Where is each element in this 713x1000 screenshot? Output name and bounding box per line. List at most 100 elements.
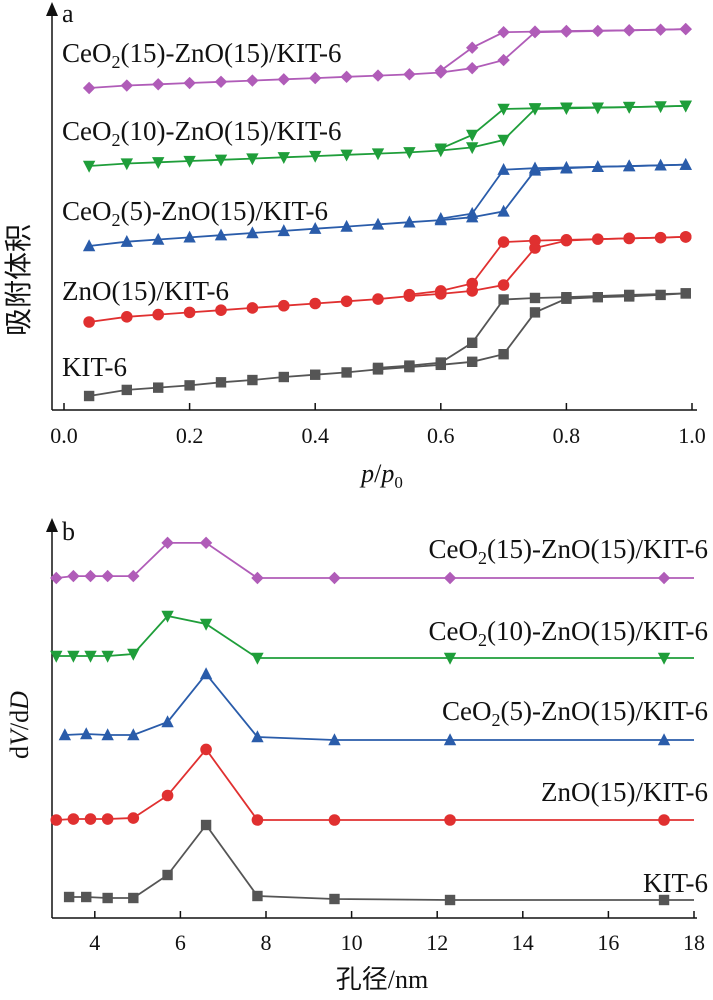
x-tick-label: 8 bbox=[261, 930, 272, 955]
desorption-point bbox=[434, 143, 447, 156]
desorption-point bbox=[372, 362, 384, 374]
psd-point bbox=[67, 569, 80, 583]
desorption-line bbox=[440, 105, 686, 150]
desorption-point bbox=[435, 285, 447, 297]
psd-point bbox=[657, 733, 671, 746]
adsorption-point bbox=[498, 349, 509, 360]
psd-series bbox=[63, 819, 694, 906]
adsorption-point bbox=[152, 78, 165, 91]
adsorption-point bbox=[278, 299, 290, 312]
x-tick-label: 0.6 bbox=[427, 423, 455, 448]
x-tick-label: 0.8 bbox=[553, 423, 581, 448]
psd-point bbox=[50, 571, 63, 585]
series-label: CeO2(5)-ZnO(15)/KIT-6 bbox=[62, 196, 328, 230]
adsorption-point bbox=[341, 367, 352, 378]
psd-point bbox=[58, 728, 72, 741]
adsorption-point bbox=[309, 150, 322, 163]
adsorption-point bbox=[466, 61, 479, 75]
desorption-point bbox=[467, 337, 478, 348]
panel-a-y-axis-arrow bbox=[46, 2, 58, 16]
desorption-point bbox=[403, 288, 416, 301]
adsorption-point bbox=[83, 316, 95, 328]
psd-point bbox=[84, 813, 97, 825]
psd-point bbox=[161, 789, 174, 802]
psd-point bbox=[329, 893, 340, 905]
panel-a-isotherms: a 0.0 0.2 0.4 0.6 0.8 1.0 KIT-6 ZnO(15)/KIT-6 C… bbox=[3, 0, 706, 492]
panel-a-x-axis-label: p/p0 bbox=[359, 459, 403, 492]
desorption-point bbox=[497, 236, 510, 248]
adsorption-point bbox=[247, 374, 258, 386]
adsorption-point bbox=[215, 377, 227, 388]
psd-point bbox=[251, 814, 264, 826]
psd-line bbox=[69, 823, 694, 901]
desorption-point bbox=[435, 357, 446, 368]
adsorption-point bbox=[497, 53, 510, 67]
panel-a-series-labels: KIT-6 ZnO(15)/KIT-6 CeO2(5)-ZnO(15)/KIT-6 C… bbox=[62, 38, 341, 382]
adsorption-point bbox=[183, 155, 196, 168]
psd-series bbox=[50, 743, 694, 826]
psd-point bbox=[443, 733, 457, 746]
desorption-point bbox=[679, 157, 692, 170]
adsorption-point bbox=[592, 292, 603, 303]
desorption-point bbox=[679, 231, 692, 243]
desorption-point bbox=[560, 234, 573, 246]
psd-point bbox=[657, 571, 671, 585]
desorption-point bbox=[560, 24, 573, 38]
psd-point bbox=[102, 892, 113, 904]
psd-point bbox=[443, 652, 457, 665]
x-tick-label: 4 bbox=[89, 930, 100, 955]
adsorption-point bbox=[214, 75, 228, 88]
desorption-point bbox=[623, 159, 636, 172]
desorption-point bbox=[624, 289, 635, 301]
panel-b-x-ticks: 4 6 8 10 12 14 16 18 bbox=[89, 911, 705, 955]
adsorption-point bbox=[310, 369, 321, 380]
psd-point bbox=[162, 869, 173, 881]
x-tick-label: 0.0 bbox=[50, 423, 78, 448]
psd-point bbox=[80, 727, 93, 740]
psd-point bbox=[199, 618, 213, 631]
adsorption-point bbox=[466, 142, 479, 155]
psd-point bbox=[251, 730, 264, 743]
x-tick-label: 0.4 bbox=[301, 423, 329, 448]
series-label: ZnO(15)/KIT-6 bbox=[62, 276, 229, 306]
psd-point bbox=[251, 571, 264, 585]
panel-b-pore-size: b 4 6 8 10 12 14 16 18 KIT-6 ZnO(15)/KIT-6 CeO2(5… bbox=[5, 517, 708, 994]
desorption-point bbox=[528, 25, 542, 38]
panel-b-label: b bbox=[62, 517, 75, 546]
psd-point bbox=[127, 569, 140, 583]
panel-a-plot-area bbox=[82, 22, 692, 402]
adsorption-point bbox=[121, 311, 133, 323]
psd-point bbox=[328, 571, 341, 585]
desorption-point bbox=[623, 232, 635, 245]
adsorption-point bbox=[529, 307, 541, 318]
isotherm-series bbox=[83, 288, 691, 402]
psd-series bbox=[50, 610, 694, 665]
adsorption-point bbox=[83, 390, 95, 402]
psd-point bbox=[444, 814, 456, 826]
desorption-point bbox=[560, 160, 573, 173]
adsorption-point bbox=[82, 81, 96, 95]
adsorption-point bbox=[497, 279, 510, 291]
desorption-point bbox=[434, 64, 447, 77]
psd-point bbox=[199, 536, 213, 550]
desorption-point bbox=[528, 161, 542, 174]
psd-point bbox=[251, 652, 264, 665]
desorption-point bbox=[466, 41, 479, 54]
adsorption-point bbox=[214, 228, 228, 241]
adsorption-point bbox=[278, 371, 289, 383]
psd-point bbox=[657, 652, 671, 665]
psd-point bbox=[127, 812, 140, 824]
desorption-point bbox=[404, 360, 415, 371]
adsorption-point bbox=[371, 148, 385, 161]
adsorption-point bbox=[309, 297, 322, 310]
psd-point bbox=[161, 610, 174, 623]
adsorption-point bbox=[497, 204, 510, 217]
series-label: CeO2(15)-ZnO(15)/KIT-6 bbox=[429, 534, 708, 568]
desorption-point bbox=[529, 292, 541, 304]
adsorption-point bbox=[277, 224, 290, 237]
psd-point bbox=[161, 536, 174, 550]
panel-b-plot-area bbox=[50, 536, 694, 906]
psd-point bbox=[101, 650, 114, 663]
adsorption-point bbox=[309, 71, 322, 85]
adsorption-point bbox=[372, 293, 384, 305]
